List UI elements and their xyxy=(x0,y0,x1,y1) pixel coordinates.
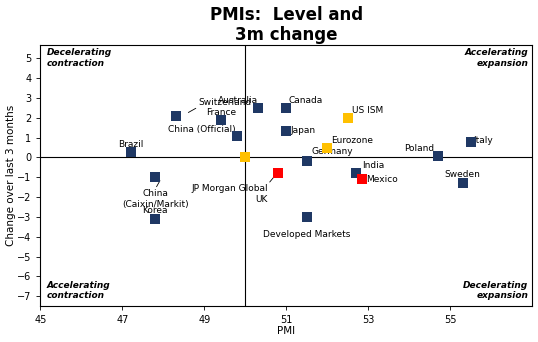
Point xyxy=(241,155,250,160)
Text: Developed Markets: Developed Markets xyxy=(263,230,351,239)
Text: Italy: Italy xyxy=(473,136,493,145)
Text: Korea: Korea xyxy=(143,206,168,215)
Text: Decelerating
expansion: Decelerating expansion xyxy=(463,281,528,300)
Point xyxy=(302,214,311,220)
Point xyxy=(458,181,467,186)
Point xyxy=(282,105,291,111)
Point xyxy=(302,159,311,164)
Point xyxy=(172,113,180,119)
Text: India: India xyxy=(362,161,385,170)
Text: France: France xyxy=(206,108,236,117)
X-axis label: PMI: PMI xyxy=(277,327,295,337)
Text: Eurozone: Eurozone xyxy=(331,135,373,145)
Text: JP Morgan Global
UK: JP Morgan Global UK xyxy=(192,184,268,203)
Text: US ISM: US ISM xyxy=(352,106,383,115)
Y-axis label: Change over last 3 months: Change over last 3 months xyxy=(5,105,16,246)
Point xyxy=(323,145,332,150)
Point xyxy=(352,171,360,176)
Point xyxy=(233,133,242,139)
Title: PMIs:  Level and
3m change: PMIs: Level and 3m change xyxy=(210,5,363,44)
Text: China (Official): China (Official) xyxy=(167,125,235,134)
Text: Poland: Poland xyxy=(404,144,434,154)
Text: Decelerating
contraction: Decelerating contraction xyxy=(46,49,112,68)
Text: Switzerland: Switzerland xyxy=(198,98,251,107)
Point xyxy=(274,171,282,176)
Text: Japan: Japan xyxy=(291,126,316,135)
Point xyxy=(434,154,442,159)
Point xyxy=(466,139,475,144)
Point xyxy=(126,149,135,154)
Text: Canada: Canada xyxy=(288,96,323,105)
Point xyxy=(253,105,262,111)
Text: Germany: Germany xyxy=(311,147,352,156)
Point xyxy=(358,176,366,182)
Point xyxy=(151,216,159,222)
Point xyxy=(344,115,352,121)
Text: Mexico: Mexico xyxy=(366,175,398,184)
Text: Accelerating
expansion: Accelerating expansion xyxy=(465,49,528,68)
Text: Brazil: Brazil xyxy=(118,140,143,148)
Text: China
(Caixin/Markit): China (Caixin/Markit) xyxy=(122,189,188,209)
Point xyxy=(282,128,291,133)
Text: Sweden: Sweden xyxy=(445,170,480,179)
Point xyxy=(216,117,225,122)
Text: Australia: Australia xyxy=(217,96,258,105)
Point xyxy=(151,174,159,180)
Text: Accelerating
contraction: Accelerating contraction xyxy=(46,281,110,300)
